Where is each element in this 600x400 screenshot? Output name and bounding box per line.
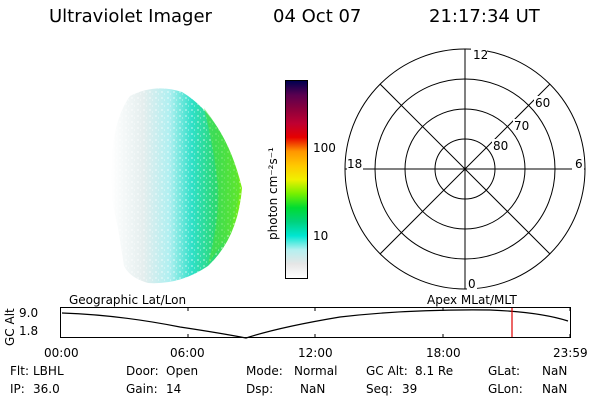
mlt-label-6: 6 <box>575 157 583 171</box>
dsp-label: Dsp: <box>246 382 274 396</box>
door-value: Open <box>166 364 199 378</box>
mlt-label-12: 12 <box>473 48 488 62</box>
colorbar-unit-label: photon cm⁻²s⁻¹ <box>266 147 280 240</box>
ip-label: IP: <box>10 382 25 396</box>
x-tick-0600: 06:00 <box>170 346 205 360</box>
gain-label: Gain: <box>126 382 158 396</box>
altitude-timeline <box>60 307 571 339</box>
mode-label: Mode: <box>246 364 283 378</box>
gcalt-value: 8.1 Re <box>415 364 454 378</box>
colorbar-gradient <box>286 81 307 278</box>
gain-value: 14 <box>166 382 182 396</box>
timeline-y-tick-min: 1.8 <box>19 324 39 338</box>
x-tick-2359: 23:59 <box>553 346 588 360</box>
flt-label: Flt: <box>10 364 29 378</box>
flt-value: LBHL <box>33 364 64 378</box>
date-label: 04 Oct 07 <box>273 6 362 27</box>
ip-value: 36.0 <box>33 382 60 396</box>
apex-label: Apex MLat/MLT <box>427 293 517 307</box>
mlt-label-18: 18 <box>347 157 362 171</box>
dsp-value: NaN <box>300 382 326 396</box>
colorbar <box>285 80 308 279</box>
lat-label-80: 80 <box>493 139 508 153</box>
seq-label: Seq: <box>366 382 393 396</box>
colorbar-tick-10: 10 <box>313 229 329 243</box>
instrument-title: Ultraviolet Imager <box>49 6 212 27</box>
x-tick-1800: 18:00 <box>426 346 461 360</box>
altitude-curve <box>61 309 569 339</box>
glon-value: NaN <box>542 382 568 396</box>
gcalt-label: GC Alt: <box>366 364 408 378</box>
glon-label: GLon: <box>488 382 523 396</box>
seq-value: 39 <box>402 382 418 396</box>
geographic-label: Geographic Lat/Lon <box>69 293 187 307</box>
mlt-label-0: 0 <box>468 277 476 291</box>
auroral-image <box>110 88 242 284</box>
timeline-y-label: GC Alt <box>3 308 17 346</box>
polar-grid: 12 6 18 0 60 70 80 <box>344 48 586 291</box>
mode-value: Normal <box>294 364 338 378</box>
x-tick-0000: 00:00 <box>44 346 79 360</box>
lat-label-70: 70 <box>514 119 529 133</box>
glat-value: NaN <box>542 364 568 378</box>
lat-label-60: 60 <box>535 96 550 110</box>
timeline-frame <box>60 307 571 338</box>
glat-label: GLat: <box>488 364 521 378</box>
colorbar-tick-100: 100 <box>313 141 336 155</box>
door-label: Door: <box>126 364 159 378</box>
time-label: 21:17:34 UT <box>429 6 540 27</box>
x-tick-1200: 12:00 <box>298 346 333 360</box>
timeline-y-tick-max: 9.0 <box>19 306 39 320</box>
